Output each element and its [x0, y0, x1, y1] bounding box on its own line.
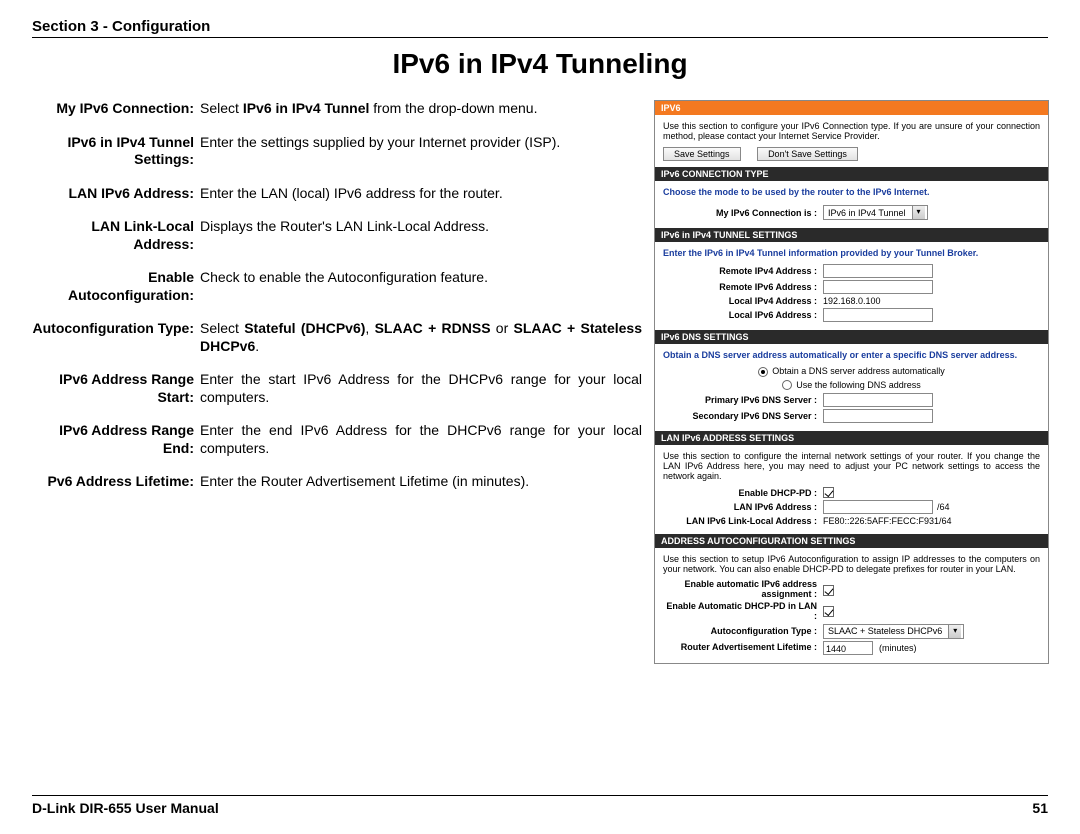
panel-header-ipv6: IPV6 [655, 101, 1048, 115]
enable-auto-ipv6-checkbox[interactable] [823, 585, 834, 596]
ipv6-connection-select[interactable]: IPv6 in IPv4 Tunnel ▾ [823, 205, 928, 220]
ra-unit: (minutes) [879, 643, 917, 653]
def-desc: Displays the Router's LAN Link-Local Add… [200, 218, 642, 253]
save-button[interactable]: Save Settings [663, 147, 741, 161]
conn-prompt: Choose the mode to be used by the router… [663, 187, 1040, 197]
definitions-list: My IPv6 Connection:Select IPv6 in IPv4 T… [32, 100, 642, 664]
panel-header-tunnel: IPv6 in IPv4 TUNNEL SETTINGS [655, 228, 1048, 242]
label: Secondary IPv6 DNS Server : [663, 411, 823, 421]
def-label: Autoconfiguration Type: [32, 320, 200, 355]
def-label: Enable Autoconfiguration: [32, 269, 200, 304]
def-row: LAN Link-Local Address:Displays the Rout… [32, 218, 642, 253]
label: Primary IPv6 DNS Server : [663, 395, 823, 405]
router-ui-screenshot: IPV6 Use this section to configure your … [654, 100, 1049, 664]
label: LAN IPv6 Link-Local Address : [663, 516, 823, 526]
remote-ipv4-input[interactable] [823, 264, 933, 278]
def-desc: Select Stateful (DHCPv6), SLAAC + RDNSS … [200, 320, 642, 355]
def-label: IPv6 Address Range End: [32, 422, 200, 457]
autoconf-type-select[interactable]: SLAAC + Stateless DHCPv6 ▾ [823, 624, 964, 639]
def-row: IPv6 Address Range End:Enter the end IPv… [32, 422, 642, 457]
text: Use this section to configure your IPv6 … [663, 121, 1040, 141]
label: Local IPv6 Address : [663, 310, 823, 320]
label: Remote IPv6 Address : [663, 282, 823, 292]
def-row: LAN IPv6 Address:Enter the LAN (local) I… [32, 185, 642, 203]
def-row: Enable Autoconfiguration:Check to enable… [32, 269, 642, 304]
linklocal-value: FE80::226:5AFF:FECC:F931/64 [823, 516, 952, 526]
panel-header-conntype: IPv6 CONNECTION TYPE [655, 167, 1048, 181]
def-label: LAN Link-Local Address: [32, 218, 200, 253]
def-row: Pv6 Address Lifetime:Enter the Router Ad… [32, 473, 642, 491]
footer-manual: D-Link DIR-655 User Manual [32, 800, 219, 816]
ra-lifetime-input[interactable]: 1440 [823, 641, 873, 655]
def-row: IPv6 Address Range Start:Enter the start… [32, 371, 642, 406]
label: Autoconfiguration Type : [663, 626, 823, 636]
def-label: IPv6 Address Range Start: [32, 371, 200, 406]
def-desc: Enter the end IPv6 Address for the DHCPv… [200, 422, 642, 457]
label: Enable automatic IPv6 address assignment… [663, 580, 823, 600]
page-title: IPv6 in IPv4 Tunneling [32, 48, 1048, 80]
tunnel-prompt: Enter the IPv6 in IPv4 Tunnel informatio… [663, 248, 1040, 258]
def-row: My IPv6 Connection:Select IPv6 in IPv4 T… [32, 100, 642, 118]
def-label: IPv6 in IPv4 Tunnel Settings: [32, 134, 200, 169]
select-value: IPv6 in IPv4 Tunnel [828, 208, 906, 218]
dns-manual-label: Use the following DNS address [796, 380, 921, 390]
enable-auto-dhcp-pd-checkbox[interactable] [823, 606, 834, 617]
header-rule [32, 37, 1048, 38]
label: LAN IPv6 Address : [663, 502, 823, 512]
local-ipv4-value: 192.168.0.100 [823, 296, 881, 306]
def-desc: Enter the settings supplied by your Inte… [200, 134, 642, 169]
label: Local IPv4 Address : [663, 296, 823, 306]
dhcp-pd-checkbox[interactable] [823, 487, 834, 498]
select-value: SLAAC + Stateless DHCPv6 [828, 626, 942, 636]
chevron-down-icon: ▾ [912, 206, 925, 219]
lan-prompt: Use this section to configure the intern… [663, 451, 1040, 481]
primary-dns-input[interactable] [823, 393, 933, 407]
label: Enable DHCP-PD : [663, 488, 823, 498]
section-header: Section 3 - Configuration [32, 18, 1048, 37]
def-desc: Check to enable the Autoconfiguration fe… [200, 269, 642, 304]
label: Router Advertisement Lifetime : [663, 643, 823, 653]
lan-ipv6-input[interactable] [823, 500, 933, 514]
label: Remote IPv4 Address : [663, 266, 823, 276]
dns-prompt: Obtain a DNS server address automaticall… [663, 350, 1040, 360]
dns-manual-radio[interactable] [782, 380, 792, 390]
def-label: My IPv6 Connection: [32, 100, 200, 118]
local-ipv6-input[interactable] [823, 308, 933, 322]
auto-prompt: Use this section to setup IPv6 Autoconfi… [663, 554, 1040, 574]
label: Enable Automatic DHCP-PD in LAN : [663, 602, 823, 622]
def-row: Autoconfiguration Type:Select Stateful (… [32, 320, 642, 355]
dns-auto-radio[interactable] [758, 367, 768, 377]
def-desc: Enter the LAN (local) IPv6 address for t… [200, 185, 642, 203]
secondary-dns-input[interactable] [823, 409, 933, 423]
def-desc: Select IPv6 in IPv4 Tunnel from the drop… [200, 100, 642, 118]
def-label: Pv6 Address Lifetime: [32, 473, 200, 491]
remote-ipv6-input[interactable] [823, 280, 933, 294]
panel-header-dns: IPv6 DNS SETTINGS [655, 330, 1048, 344]
def-row: IPv6 in IPv4 Tunnel Settings:Enter the s… [32, 134, 642, 169]
chevron-down-icon: ▾ [948, 625, 961, 638]
def-label: LAN IPv6 Address: [32, 185, 200, 203]
panel-header-autoconf: ADDRESS AUTOCONFIGURATION SETTINGS [655, 534, 1048, 548]
dns-auto-label: Obtain a DNS server address automaticall… [772, 366, 945, 376]
panel-header-lan: LAN IPv6 ADDRESS SETTINGS [655, 431, 1048, 445]
dont-save-button[interactable]: Don't Save Settings [757, 147, 858, 161]
footer-page: 51 [1032, 800, 1048, 816]
conn-label: My IPv6 Connection is : [663, 208, 823, 218]
def-desc: Enter the start IPv6 Address for the DHC… [200, 371, 642, 406]
footer-rule [32, 795, 1048, 796]
panel-ipv6-desc: Use this section to configure your IPv6 … [655, 115, 1048, 167]
lan-ipv6-suffix: /64 [937, 502, 950, 512]
def-desc: Enter the Router Advertisement Lifetime … [200, 473, 642, 491]
